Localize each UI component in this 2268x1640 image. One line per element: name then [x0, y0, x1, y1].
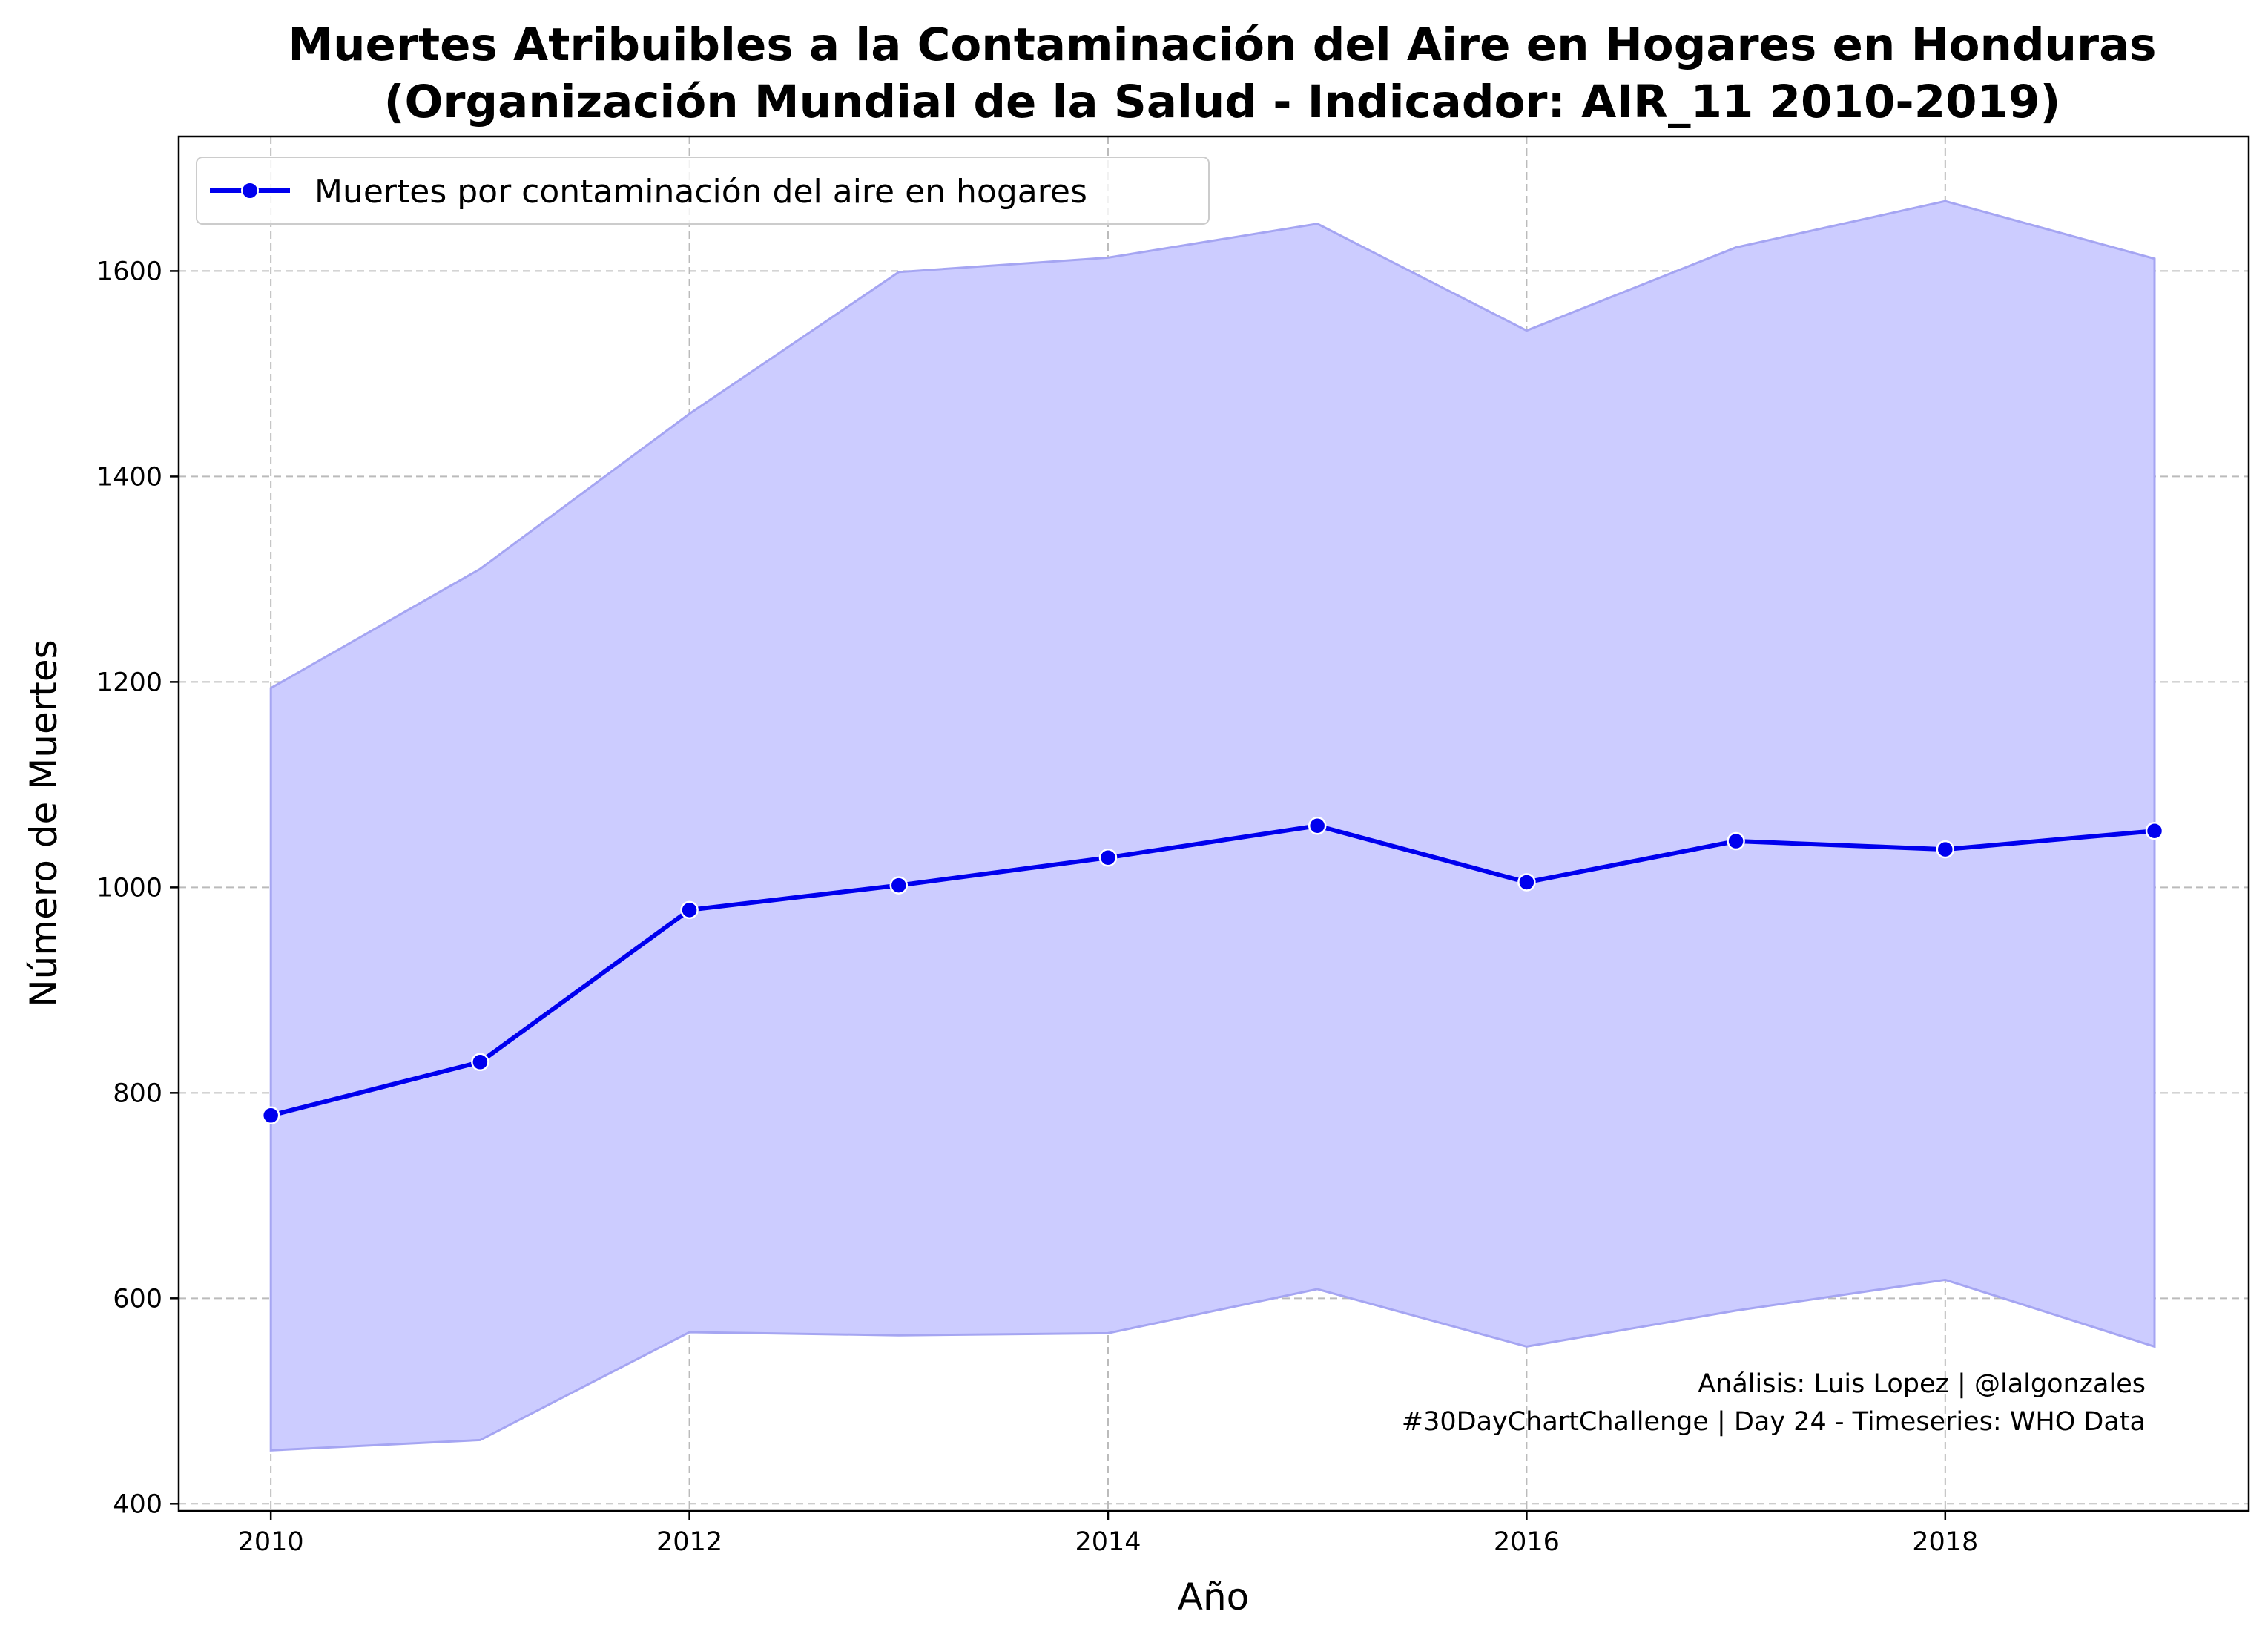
y-tick-label: 1200	[96, 668, 162, 697]
data-point-2013	[889, 876, 909, 895]
x-tick-label: 2010	[238, 1527, 304, 1557]
legend-marker-swatch	[241, 182, 259, 200]
x-tick-label: 2012	[656, 1527, 722, 1557]
y-axis-label: Número de Muertes	[22, 639, 65, 1007]
y-tick-label: 1000	[96, 873, 162, 903]
annotation-credit: Análisis: Luis Lopez | @lalgonzales	[1698, 1369, 2146, 1399]
data-point-2019	[2145, 821, 2164, 840]
legend-box	[196, 157, 1210, 225]
series-line	[270, 823, 2155, 1118]
data-point-2015	[1308, 817, 1327, 835]
data-point-2016	[1517, 873, 1536, 892]
data-point-2012	[680, 900, 699, 920]
x-tick-label: 2018	[1912, 1527, 1978, 1557]
data-point-2011	[471, 1053, 489, 1072]
chart-title-line1: Muertes Atribuibles a la Contaminación d…	[288, 19, 2156, 71]
annotation-source: #30DayChartChallenge | Day 24 - Timeseri…	[1402, 1407, 2146, 1437]
x-axis-label: Año	[1178, 1575, 1249, 1618]
y-axis-ticks: 400 600 800 1000 1200 1400 1600	[96, 257, 179, 1519]
y-tick-label: 400	[113, 1489, 162, 1519]
chart-title-line2: (Organización Mundial de la Salud - Indi…	[384, 76, 2061, 128]
legend-label: Muertes por contaminación del aire en ho…	[314, 173, 1087, 211]
data-point-2010	[261, 1106, 280, 1125]
x-tick-label: 2014	[1075, 1527, 1141, 1557]
legend: Muertes por contaminación del aire en ho…	[196, 157, 1210, 225]
data-point-2017	[1727, 831, 1745, 851]
data-point-2014	[1098, 848, 1118, 867]
y-tick-label: 1600	[96, 257, 162, 286]
y-tick-label: 800	[113, 1078, 162, 1108]
y-tick-label: 600	[113, 1284, 162, 1314]
x-tick-label: 2016	[1494, 1527, 1560, 1557]
data-points	[261, 817, 2164, 1125]
x-axis-ticks: 2010 2012 2014 2016 2018	[238, 1511, 1978, 1557]
uncertainty-band	[269, 200, 2156, 1452]
y-tick-label: 1400	[96, 462, 162, 492]
plot-frame	[177, 135, 2250, 1512]
data-point-2018	[1936, 840, 1955, 859]
